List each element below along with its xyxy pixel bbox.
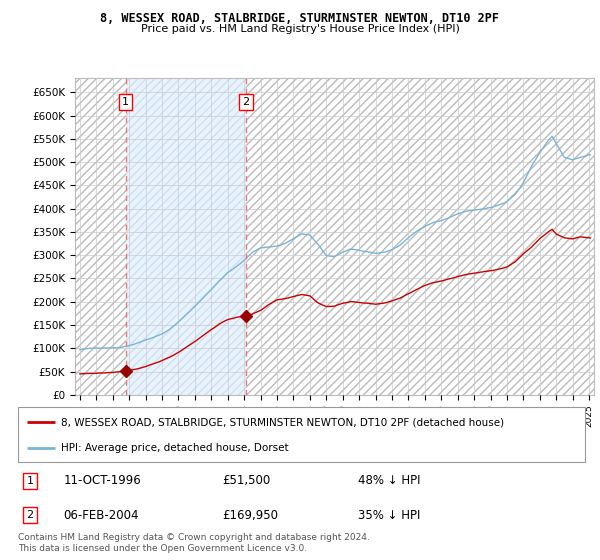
Text: 06-FEB-2004: 06-FEB-2004: [64, 508, 139, 521]
Text: £169,950: £169,950: [222, 508, 278, 521]
Text: HPI: Average price, detached house, Dorset: HPI: Average price, detached house, Dors…: [61, 444, 288, 453]
Text: Price paid vs. HM Land Registry's House Price Index (HPI): Price paid vs. HM Land Registry's House …: [140, 24, 460, 34]
Text: £51,500: £51,500: [222, 474, 271, 487]
Text: 11-OCT-1996: 11-OCT-1996: [64, 474, 141, 487]
Text: 2: 2: [242, 97, 249, 107]
Text: 8, WESSEX ROAD, STALBRIDGE, STURMINSTER NEWTON, DT10 2PF (detached house): 8, WESSEX ROAD, STALBRIDGE, STURMINSTER …: [61, 418, 503, 427]
Text: Contains HM Land Registry data © Crown copyright and database right 2024.
This d: Contains HM Land Registry data © Crown c…: [18, 533, 370, 553]
Text: 35% ↓ HPI: 35% ↓ HPI: [358, 508, 421, 521]
Text: 1: 1: [122, 97, 129, 107]
Text: 1: 1: [26, 476, 34, 486]
Text: 2: 2: [26, 510, 34, 520]
Text: 8, WESSEX ROAD, STALBRIDGE, STURMINSTER NEWTON, DT10 2PF: 8, WESSEX ROAD, STALBRIDGE, STURMINSTER …: [101, 12, 499, 25]
Bar: [125, 78, 245, 395]
Text: 48% ↓ HPI: 48% ↓ HPI: [358, 474, 421, 487]
